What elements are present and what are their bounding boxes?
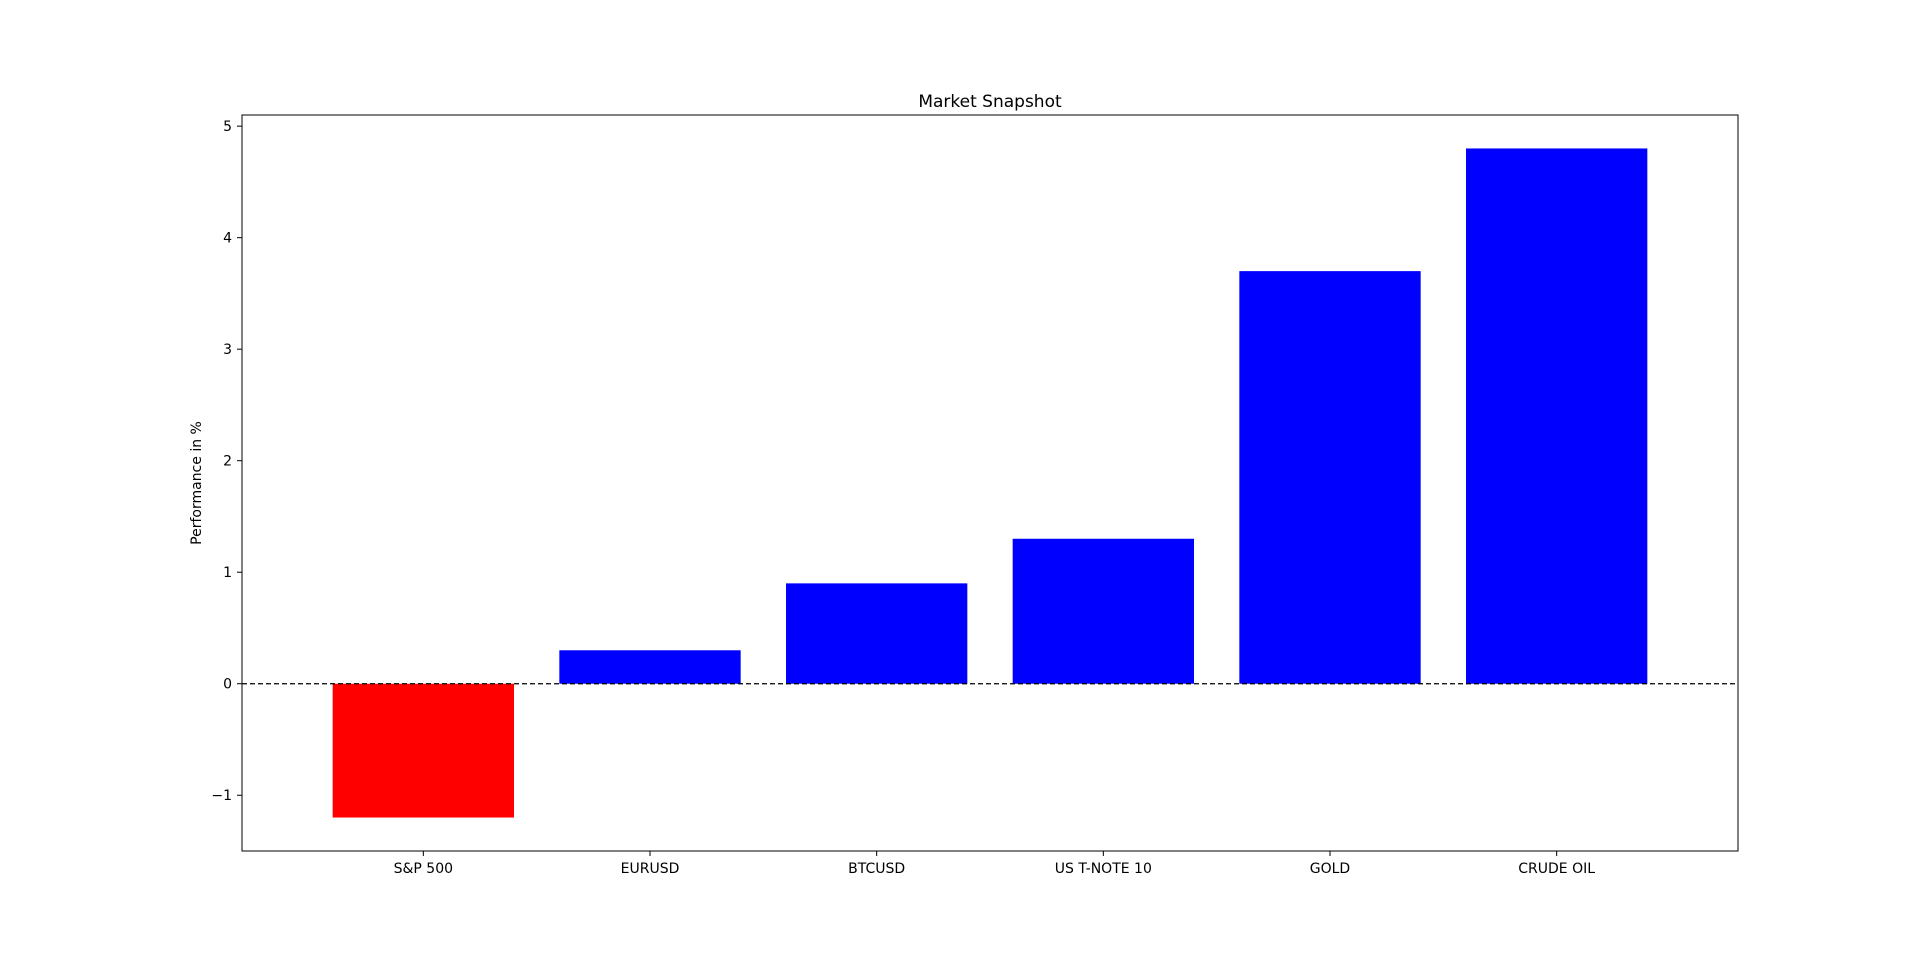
- x-tick-label: BTCUSD: [848, 861, 905, 877]
- bar-crude-oil: [1466, 148, 1648, 684]
- x-tick-label: S&P 500: [394, 861, 453, 877]
- x-tick-label: CRUDE OIL: [1518, 861, 1595, 877]
- bar-s-p-500: [332, 683, 514, 818]
- y-axis-label: Performance in %: [189, 421, 205, 545]
- bar-btcusd: [786, 583, 968, 684]
- x-tick-label: GOLD: [1310, 861, 1350, 877]
- y-tick-label: 2: [223, 454, 232, 470]
- bar-gold: [1239, 271, 1421, 684]
- y-tick-label: 3: [223, 342, 232, 358]
- y-tick-label: −1: [211, 788, 232, 804]
- y-tick-label: 5: [223, 119, 232, 135]
- x-tick-label: US T-NOTE 10: [1055, 861, 1152, 877]
- y-tick-label: 1: [223, 565, 232, 581]
- plot-frame: [241, 114, 1739, 852]
- plot-area: −1 0 1 2 3 4 5 S&P 500 EURUSD BTCUSD US T-NOTE 10 G…: [211, 114, 1739, 877]
- y-tick-label: 0: [223, 677, 232, 693]
- x-tick-label: EURUSD: [621, 861, 680, 877]
- bar-us-t-note-10: [1012, 538, 1194, 684]
- y-tick-label: 4: [223, 231, 232, 247]
- bar-eurusd: [559, 650, 741, 684]
- chart-title: Market Snapshot: [918, 92, 1062, 112]
